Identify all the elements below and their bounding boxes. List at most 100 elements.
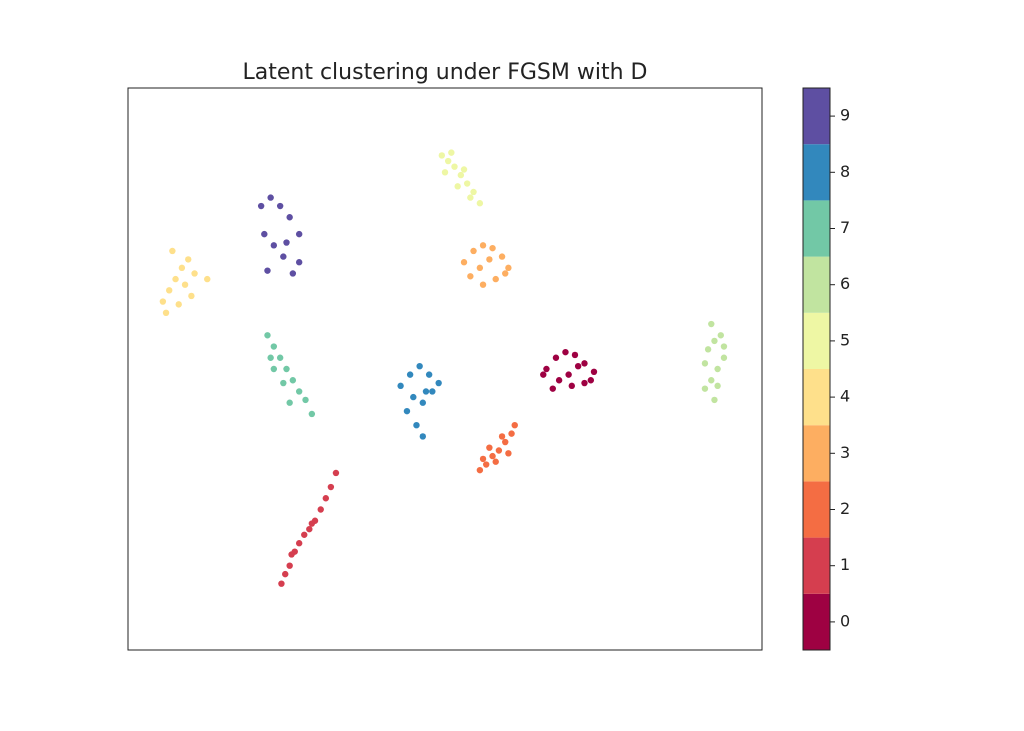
colorbar-band [803, 481, 830, 538]
point [419, 433, 427, 440]
point [283, 365, 290, 373]
point [581, 379, 588, 387]
point [711, 396, 718, 404]
point [267, 354, 274, 361]
point [286, 399, 293, 406]
point [590, 368, 598, 376]
point [306, 525, 313, 533]
point [467, 273, 474, 280]
point [169, 247, 176, 255]
point [397, 382, 404, 390]
point [280, 379, 287, 387]
point [704, 346, 712, 353]
colorbar-band [803, 369, 830, 426]
point [483, 461, 490, 468]
point [438, 152, 446, 159]
point [425, 371, 433, 378]
point [708, 320, 715, 328]
point [581, 360, 588, 367]
point [159, 298, 167, 305]
point [267, 194, 274, 201]
colorbar-tick-label: 3 [840, 443, 850, 462]
colorbar-band [803, 312, 830, 369]
point [565, 371, 572, 378]
colorbar-tick-label: 7 [840, 218, 850, 237]
point [185, 256, 192, 263]
point [714, 382, 721, 390]
point [489, 452, 496, 460]
colorbar-band [803, 144, 830, 201]
colorbar-band [803, 200, 830, 257]
point [562, 348, 569, 356]
point [505, 450, 512, 457]
point [175, 301, 182, 308]
point [476, 264, 484, 272]
point [162, 309, 170, 316]
point [406, 371, 414, 378]
point [476, 466, 484, 474]
point [283, 239, 290, 246]
point [286, 562, 293, 569]
point [711, 337, 718, 345]
point [276, 202, 284, 210]
point [451, 163, 458, 170]
colorbar-band [803, 425, 830, 482]
point [448, 149, 455, 156]
colorbar-tick-label: 6 [840, 274, 850, 293]
point [181, 281, 189, 288]
point [289, 377, 297, 384]
point [410, 393, 417, 401]
point [270, 365, 278, 373]
point [511, 422, 518, 429]
point [498, 253, 506, 260]
point [708, 377, 715, 384]
point [467, 194, 474, 201]
point [332, 469, 340, 477]
colorbar-band [803, 593, 830, 650]
colorbar-tick-label: 2 [840, 499, 850, 518]
point [295, 540, 303, 547]
point [416, 362, 423, 370]
point [435, 379, 442, 387]
point [289, 270, 297, 277]
point [257, 202, 265, 210]
point [327, 483, 335, 491]
point [714, 365, 721, 373]
point [295, 230, 303, 238]
point [413, 422, 420, 429]
point [295, 388, 303, 395]
colorbar-frame [802, 87, 831, 651]
point [454, 183, 461, 190]
point [322, 495, 330, 502]
point [498, 433, 506, 440]
point [429, 388, 436, 395]
point [282, 570, 289, 578]
point [276, 354, 284, 361]
colorbar-tick-label: 0 [840, 611, 850, 630]
point [717, 332, 724, 339]
plot-frame [127, 87, 763, 651]
point [508, 430, 515, 437]
point [295, 259, 303, 266]
point [549, 385, 556, 392]
point [720, 354, 728, 361]
colorbar-tick-label: 5 [840, 330, 850, 349]
point [403, 407, 411, 415]
point [178, 264, 186, 272]
point [701, 385, 709, 392]
point [463, 180, 471, 187]
point [587, 377, 595, 384]
point [422, 388, 430, 395]
point [479, 455, 487, 463]
point [555, 377, 563, 384]
chart-title: Latent clustering under FGSM with D [243, 60, 648, 85]
colorbar-band [803, 88, 830, 145]
point [479, 242, 487, 249]
colorbar-band [803, 537, 830, 594]
point [460, 166, 468, 173]
point [502, 438, 509, 446]
point [270, 242, 278, 249]
point [543, 365, 550, 373]
point [568, 382, 575, 390]
